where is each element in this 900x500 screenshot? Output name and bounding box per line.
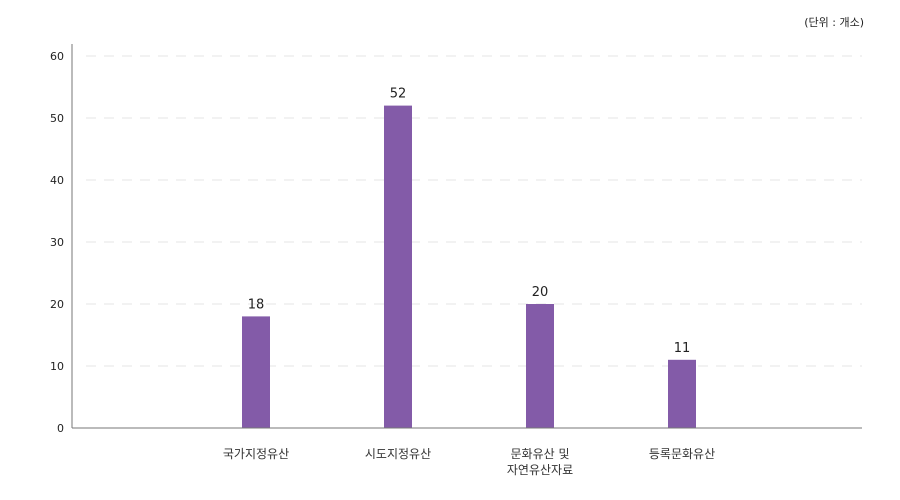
y-tick-label-60: 60 [50, 50, 64, 63]
y-tick-label-0: 0 [57, 422, 64, 435]
x-tick-label-1: 국가지정유산 [223, 447, 289, 461]
y-tick-label-30: 30 [50, 236, 64, 249]
bar-4 [668, 359, 696, 428]
data-label-4: 11 [674, 341, 691, 356]
bar-1 [242, 316, 270, 428]
y-tick-label-50: 50 [50, 112, 64, 125]
data-label-1: 18 [248, 297, 265, 312]
y-tick-label-10: 10 [50, 360, 64, 373]
unit-label: (단위 : 개소) [804, 16, 864, 29]
axis-layer [71, 44, 862, 429]
bar-3 [526, 304, 554, 428]
x-tick-label-3: 문화유산 및 자연유산자료 [507, 447, 573, 477]
data-label-3: 20 [532, 285, 549, 300]
x-tick-label-2: 시도지정유산 [365, 447, 431, 461]
y-tick-label-40: 40 [50, 174, 64, 187]
y-tick-label-20: 20 [50, 298, 64, 311]
grid-layer [86, 55, 862, 367]
x-tick-label-4: 등록문화유산 [649, 447, 715, 461]
label-layer: 0 10 20 30 40 50 60 18 국가지정유산 52 시도지정유산 20 문화유산 및 자연유… [50, 50, 715, 477]
data-label-2: 52 [390, 87, 407, 102]
bar-2 [384, 105, 412, 428]
bar-layer [242, 105, 696, 428]
